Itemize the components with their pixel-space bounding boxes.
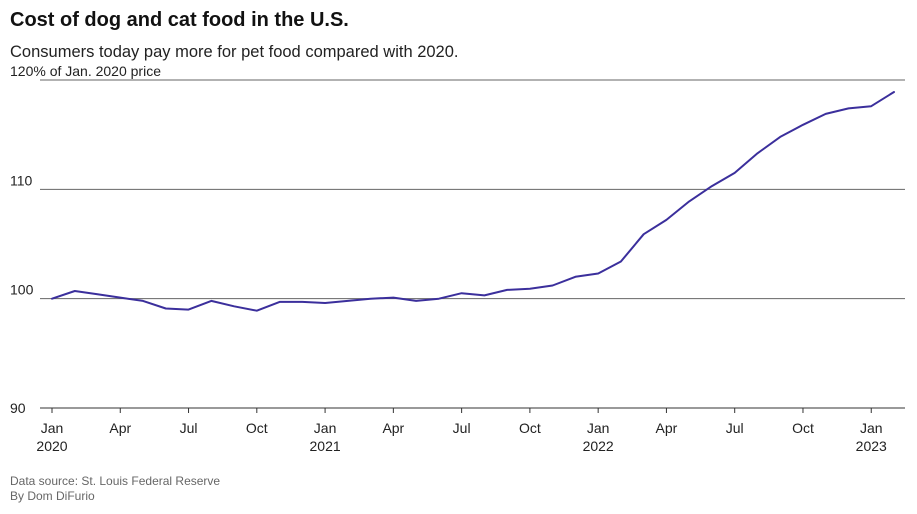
chart-subtitle: Consumers today pay more for pet food co…	[10, 43, 459, 61]
x-tick-year-label: 2020	[36, 438, 67, 454]
x-tick-label: Jul	[726, 420, 744, 436]
data-point	[529, 288, 531, 290]
data-point	[597, 273, 599, 275]
data-point	[415, 300, 417, 302]
x-tick-label: Jan	[860, 420, 883, 436]
x-tick-label: Oct	[246, 420, 268, 436]
x-tick-label: Jul	[180, 420, 198, 436]
x-tick-label: Jan	[41, 420, 64, 436]
x-tick-label: Oct	[519, 420, 541, 436]
data-point	[347, 300, 349, 302]
data-point	[574, 276, 576, 278]
x-tick-label: Jul	[453, 420, 471, 436]
data-point	[370, 298, 372, 300]
data-point	[324, 302, 326, 304]
data-point	[847, 107, 849, 109]
data-source: Data source: St. Louis Federal Reserve	[10, 474, 221, 488]
data-point	[893, 91, 895, 93]
x-tick-label: Oct	[792, 420, 814, 436]
data-point	[620, 260, 622, 262]
x-tick-year-label: 2021	[310, 438, 341, 454]
data-point	[711, 185, 713, 187]
data-point	[870, 105, 872, 107]
data-point	[210, 300, 212, 302]
data-point	[643, 233, 645, 235]
x-tick-label: Apr	[656, 420, 678, 436]
data-point	[74, 290, 76, 292]
data-point	[483, 294, 485, 296]
x-tick-label: Apr	[382, 420, 404, 436]
data-point	[97, 293, 99, 295]
data-point	[756, 152, 758, 154]
data-point	[802, 124, 804, 126]
data-point	[233, 305, 235, 307]
data-point	[779, 136, 781, 138]
data-point	[165, 308, 167, 310]
data-point	[665, 219, 667, 221]
data-point	[279, 301, 281, 303]
x-tick-year-label: 2023	[856, 438, 887, 454]
pet-food-price-line	[51, 91, 895, 312]
chart-title: Cost of dog and cat food in the U.S.	[10, 9, 349, 31]
data-point	[552, 285, 554, 287]
data-point	[688, 200, 690, 202]
byline: By Dom DiFurio	[10, 489, 95, 503]
data-point	[188, 309, 190, 311]
data-point	[51, 298, 53, 300]
x-tick-year-label: 2022	[583, 438, 614, 454]
data-point	[301, 301, 303, 303]
y-tick-label: 90	[10, 400, 26, 416]
data-point	[734, 172, 736, 174]
data-point	[392, 297, 394, 299]
y-axis-top-label: 120% of Jan. 2020 price	[10, 63, 161, 79]
data-point	[142, 300, 144, 302]
data-point	[461, 292, 463, 294]
data-point	[825, 113, 827, 115]
x-tick-label: Jan	[587, 420, 610, 436]
data-point	[506, 289, 508, 291]
x-tick-label: Jan	[314, 420, 337, 436]
data-point	[438, 298, 440, 300]
y-tick-label: 100	[10, 282, 34, 298]
data-point	[256, 310, 258, 312]
y-tick-label: 110	[10, 172, 33, 188]
x-tick-label: Apr	[109, 420, 131, 436]
data-point	[119, 297, 121, 299]
